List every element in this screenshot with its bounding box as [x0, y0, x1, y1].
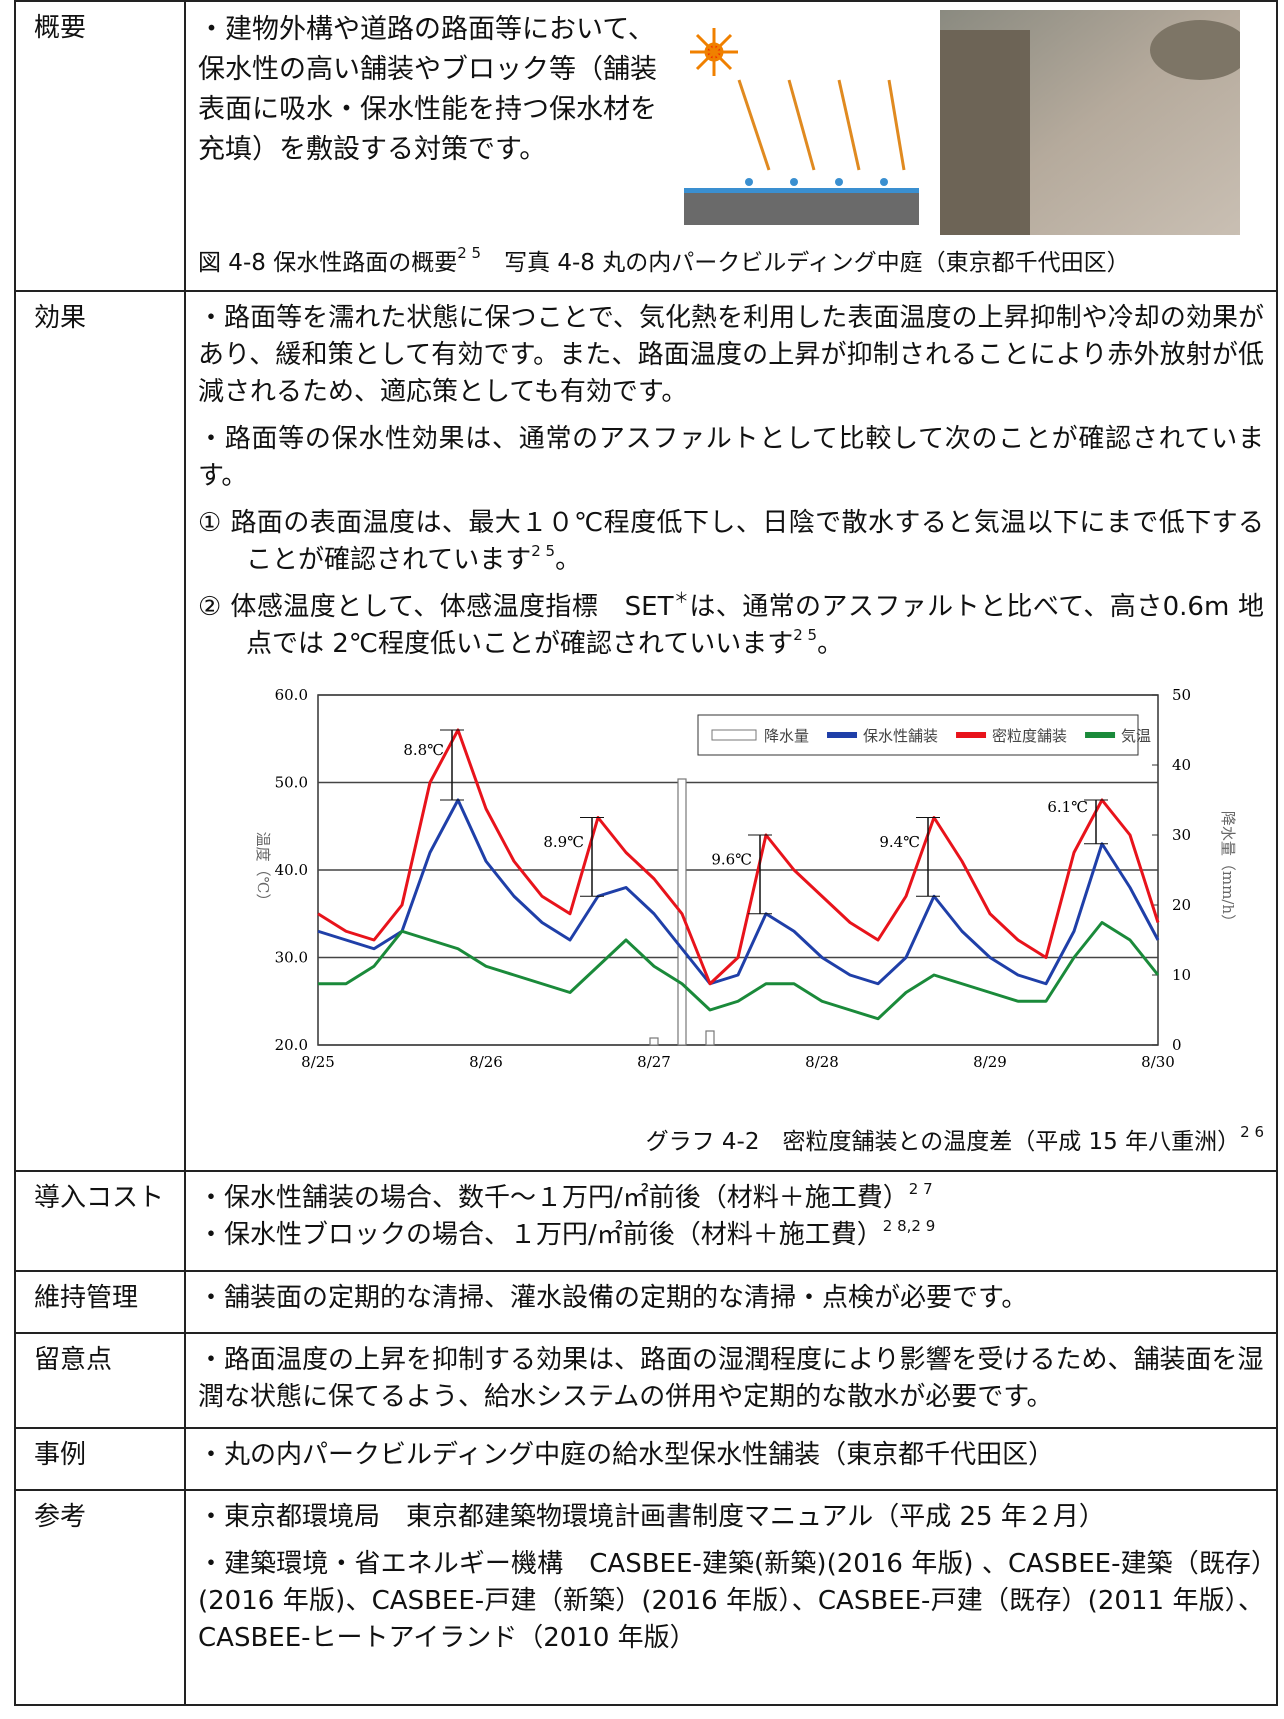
text: 体感温度として、体感温度指標 SET [230, 592, 674, 622]
row-heading: 留意点 [14, 1332, 186, 1429]
pavement-diagram [684, 28, 919, 225]
x-tick-label: 8/25 [301, 1053, 335, 1071]
legend-swatch [827, 732, 858, 738]
y2-tick-label: 20 [1172, 896, 1191, 914]
paragraph: ・建築環境・省エネルギー機構 CASBEE-建築(新築)(2016 年版) 、C… [198, 1549, 1264, 1653]
footnote-ref: 2 5 [793, 626, 818, 644]
annotation: 8.8℃ [403, 741, 444, 759]
list-item: ① 路面の表面温度は、最大１０℃程度低下し、日陰で散水すると気温以下にまで低下す… [198, 505, 1264, 579]
row-body: ・東京都環境局 東京都建築物環境計画書制度マニュアル（平成 25 年２月） ・建築… [184, 1489, 1278, 1706]
row-body: ・丸の内パークビルディング中庭の給水型保水性舗装（東京都千代田区） [184, 1427, 1278, 1491]
annotation: 9.6℃ [711, 850, 752, 868]
item-number: ② [198, 592, 222, 622]
text: ・保水性舗装の場合、数千～１万円/㎡前後（材料＋施工費） [198, 1183, 909, 1213]
text: ・保水性ブロックの場合、１万円/㎡前後（材料＋施工費） [198, 1220, 883, 1250]
line: ・保水性ブロックの場合、１万円/㎡前後（材料＋施工費）2 8,2 9 [198, 1217, 1264, 1254]
row-heading: 概要 [14, 0, 186, 292]
line: ・保水性舗装の場合、数千～１万円/㎡前後（材料＋施工費）2 7 [198, 1180, 1264, 1217]
paragraph: ・東京都環境局 東京都建築物環境計画書制度マニュアル（平成 25 年２月） [198, 1502, 1105, 1532]
row-body: ・保水性舗装の場合、数千～１万円/㎡前後（材料＋施工費）2 7 ・保水性ブロックの… [184, 1170, 1278, 1272]
figure-caption: 図 4-8 保水性路面の概要2 5 写真 4-8 丸の内パークビルディング中庭（… [198, 245, 1264, 282]
y2-tick-label: 30 [1172, 826, 1191, 844]
legend-label: 降水量 [764, 727, 809, 745]
legend-swatch [1085, 732, 1116, 738]
x-tick-label: 8/27 [637, 1053, 671, 1071]
x-tick-label: 8/29 [973, 1053, 1007, 1071]
y-tick-label: 30.0 [275, 949, 308, 967]
row-body: ・路面等を濡れた状態に保つことで、気化熱を利用した表面温度の上昇抑制や冷却の効果… [184, 290, 1278, 1172]
footnote-ref: 2 5 [531, 542, 556, 560]
x-tick-label: 8/30 [1141, 1053, 1175, 1071]
row-heading: 参考 [14, 1489, 186, 1706]
y2-axis-label: 降水量（mm/h） [1219, 811, 1237, 929]
caption: グラフ 4-2 密粒度舗装との温度差（平成 15 年八重洲） [645, 1129, 1241, 1155]
photo [940, 10, 1240, 235]
overview-text: ・建物外構や道路の路面等において、保水性の高い舗装やブロック等（舗装表面に吸水・… [198, 14, 657, 165]
item-number: ① [198, 508, 222, 538]
rain-bar [705, 1030, 715, 1046]
footnote-ref: 2 8,2 9 [882, 1217, 936, 1235]
annotation: 8.9℃ [543, 833, 584, 851]
graph: 20.0 30.0 40.0 50.0 60.0 0 10 20 30 40 50 8/25 8/26 8… [254, 686, 1237, 1071]
legend-swatch [956, 732, 987, 738]
row-heading: 維持管理 [14, 1270, 186, 1334]
row-heading: 事例 [14, 1427, 186, 1491]
y2-tick-label: 40 [1172, 756, 1191, 774]
row-body: ・路面温度の上昇を抑制する効果は、路面の湿潤程度により影響を受けるため、舗装面を… [184, 1332, 1278, 1429]
y-axis-label: 温度（℃） [254, 832, 272, 909]
x-tick-label: 8/28 [805, 1053, 839, 1071]
annotation: 6.1℃ [1047, 798, 1088, 816]
row-heading: 効果 [14, 290, 186, 1172]
footnote-ref: 2 6 [1240, 1123, 1264, 1141]
text: 。 [555, 545, 582, 575]
row-body: ・舗装面の定期的な清掃、灌水設備の定期的な清掃・点検が必要です。 [184, 1270, 1278, 1334]
graph-caption: グラフ 4-2 密粒度舗装との温度差（平成 15 年八重洲）2 6 [198, 1124, 1264, 1161]
legend-swatch [711, 729, 757, 741]
row-heading: 導入コスト [14, 1170, 186, 1272]
row-body: ・建物外構や道路の路面等において、保水性の高い舗装やブロック等（舗装表面に吸水・… [184, 0, 1278, 292]
paragraph: ・路面等を濡れた状態に保つことで、気化熱を利用した表面温度の上昇抑制や冷却の効果… [198, 303, 1264, 407]
footnote-ref: 2 5 [457, 244, 482, 262]
asterisk: ＊ [673, 589, 690, 607]
series-line [318, 921, 1160, 1021]
caption: 写真 4-8 丸の内パークビルディング中庭（東京都千代田区） [504, 250, 1130, 276]
footnote-ref: 2 7 [908, 1180, 933, 1198]
text: は、通常のアスファルトと比べて、高さ0.6m 地点では 2℃程度低いことが確認さ… [246, 592, 1264, 659]
y-tick-label: 20.0 [275, 1036, 308, 1054]
annotation: 9.4℃ [879, 833, 920, 851]
paragraph: ・路面等の保水性効果は、通常のアスファルトとして比較して次のことが確認されていま… [198, 424, 1264, 491]
rain-bar [649, 1037, 659, 1046]
legend-box [697, 714, 1139, 756]
y-tick-label: 60.0 [275, 686, 308, 704]
legend-label: 気温 [1121, 727, 1151, 745]
x-tick-label: 8/26 [469, 1053, 503, 1071]
y-tick-label: 40.0 [275, 861, 308, 879]
legend-label: 密粒度舗装 [992, 727, 1067, 745]
text: 路面の表面温度は、最大１０℃程度低下し、日陰で散水すると気温以下にまで低下するこ… [230, 508, 1265, 575]
y2-tick-label: 50 [1172, 686, 1191, 704]
measure-table: 概要 ・建物外構や道路の路面等において、保水性の高い舗装やブロック等（舗装表面に… [14, 0, 1278, 1706]
y2-tick-label: 0 [1172, 1036, 1182, 1054]
legend-label: 保水性舗装 [863, 727, 938, 745]
caption: 図 4-8 保水性路面の概要 [198, 250, 458, 276]
y2-tick-label: 10 [1172, 966, 1191, 984]
text: 。 [817, 629, 844, 659]
y-tick-label: 50.0 [275, 774, 308, 792]
list-item: ② 体感温度として、体感温度指標 SET＊は、通常のアスファルトと比べて、高さ0… [198, 589, 1264, 663]
